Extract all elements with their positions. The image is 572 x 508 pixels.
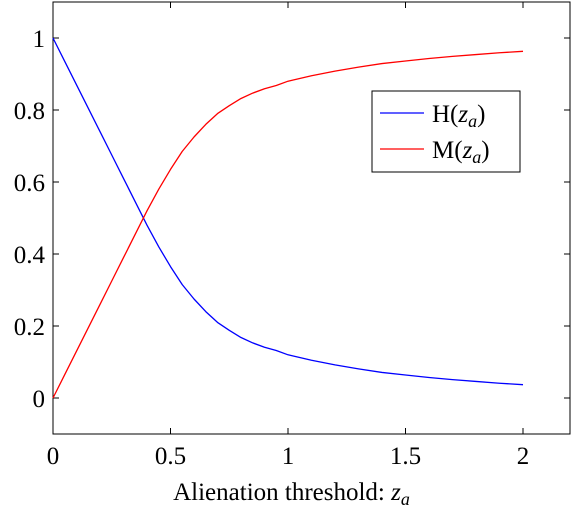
y-tick-label: 0.6 — [14, 170, 45, 197]
axis-ticks: 0 0.5 1 1.5 2 0 0.2 0.4 0.6 0.8 1 — [14, 2, 570, 470]
y-tick-label: 0.4 — [14, 242, 46, 269]
x-tick-label: 2 — [517, 443, 530, 470]
series-layer — [52, 37, 524, 399]
legend-label-prefix: H( — [432, 101, 458, 128]
y-tick-label: 0.2 — [14, 314, 45, 341]
x-tick-label: 0.5 — [155, 443, 186, 470]
legend: H(za)M(za) — [371, 90, 521, 173]
legend-label-sub: a — [472, 147, 481, 167]
x-axis-label-var: z — [390, 479, 401, 506]
series-line-1 — [52, 50, 524, 399]
y-tick-label: 0.8 — [14, 98, 45, 125]
plot-frame-rect — [52, 1, 571, 435]
x-tick-label: 0 — [47, 443, 60, 470]
legend-label-0: H(za) — [432, 101, 485, 131]
y-tick-label: 0 — [33, 386, 46, 413]
legend-label-var: z — [457, 101, 468, 128]
plot-area-frame — [52, 1, 571, 435]
x-axis-label-sub: a — [401, 489, 410, 508]
y-tick-label: 1 — [33, 26, 46, 53]
x-tick-label: 1 — [282, 443, 295, 470]
legend-label-suffix: ) — [477, 101, 485, 128]
x-tick-label: 1.5 — [390, 443, 421, 470]
legend-label-var: z — [462, 137, 473, 164]
x-axis-label: Alienation threshold: za — [173, 479, 410, 508]
legend-label-prefix: M( — [432, 137, 463, 164]
legend-box — [371, 90, 521, 173]
x-axis-label-text: Alienation threshold: — [173, 479, 391, 506]
legend-label-suffix: ) — [481, 137, 489, 164]
series-line-0 — [52, 37, 524, 386]
legend-label-sub: a — [468, 111, 477, 131]
legend-label-1: M(za) — [432, 137, 490, 167]
